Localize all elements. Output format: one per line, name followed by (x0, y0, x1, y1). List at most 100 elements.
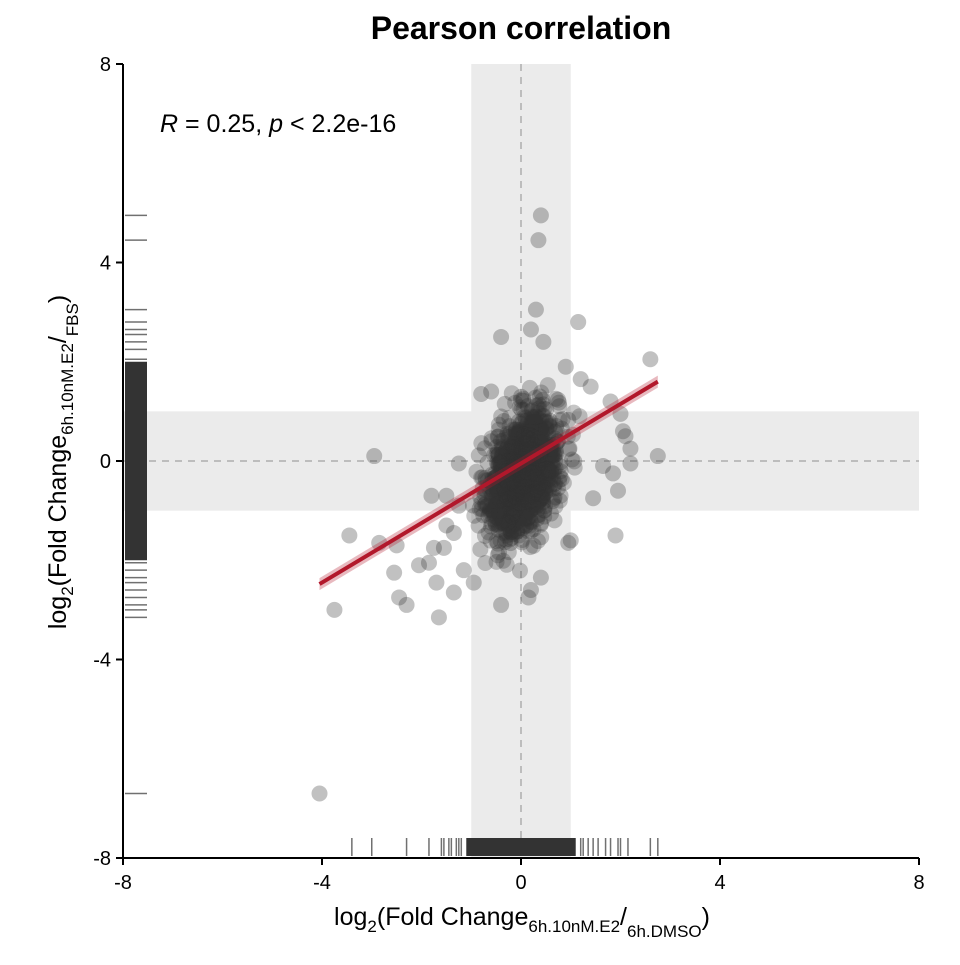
data-point (531, 475, 548, 492)
data-point (519, 434, 536, 451)
data-point (495, 431, 512, 448)
data-point (524, 401, 541, 418)
data-point (503, 474, 520, 491)
data-point (498, 442, 515, 459)
data-point (516, 477, 533, 494)
data-point (533, 455, 550, 472)
data-point (495, 486, 512, 503)
data-point (546, 445, 563, 462)
data-point (533, 423, 550, 440)
data-point (533, 474, 550, 491)
data-point (514, 520, 531, 537)
data-point (480, 507, 497, 524)
data-point (499, 445, 516, 462)
data-point (522, 471, 539, 488)
data-point (547, 475, 564, 492)
data-point (534, 473, 551, 490)
data-point (540, 427, 557, 444)
data-point (534, 425, 551, 442)
data-point (498, 428, 515, 445)
data-point (502, 449, 519, 466)
data-point (516, 511, 533, 528)
data-point (531, 483, 548, 500)
data-point (497, 487, 514, 504)
data-point (535, 396, 552, 413)
data-point (510, 512, 527, 529)
data-point (528, 397, 545, 414)
data-point (543, 465, 560, 482)
data-point (512, 415, 529, 432)
x-axis-title-base: 2 (367, 917, 376, 936)
data-point (508, 448, 525, 465)
data-point (510, 413, 527, 430)
data-point (501, 504, 518, 521)
data-point (508, 426, 525, 443)
data-point (505, 480, 522, 497)
data-point (490, 447, 507, 464)
y-axis-title-log: log (44, 596, 72, 629)
data-point (538, 481, 555, 498)
data-point (505, 437, 522, 454)
data-point (466, 507, 483, 524)
data-point (518, 495, 535, 512)
data-point (542, 470, 559, 487)
data-point (537, 450, 554, 467)
data-point (481, 505, 498, 522)
data-point (497, 495, 514, 512)
data-point (428, 574, 445, 591)
data-point (532, 421, 549, 438)
data-point (500, 429, 517, 446)
data-point (498, 452, 515, 469)
data-point (552, 454, 569, 471)
data-point (524, 414, 541, 431)
data-point (502, 531, 519, 548)
data-point (534, 465, 551, 482)
data-point (511, 481, 528, 498)
data-point (533, 456, 550, 473)
data-point (516, 477, 533, 494)
data-point (489, 517, 506, 534)
data-point (505, 443, 522, 460)
data-point (612, 405, 629, 422)
data-point (499, 515, 516, 532)
data-point (499, 476, 516, 493)
data-point (513, 470, 530, 487)
data-point (498, 503, 515, 520)
data-point (530, 471, 547, 488)
data-point (518, 435, 535, 452)
data-point (530, 404, 547, 421)
data-point (528, 484, 545, 501)
data-point (529, 456, 546, 473)
data-point (491, 500, 508, 517)
data-point (522, 321, 539, 338)
data-point (488, 454, 505, 471)
data-point (501, 479, 518, 496)
data-point (511, 446, 528, 463)
data-point (534, 480, 551, 497)
data-point (520, 472, 537, 489)
data-point (557, 358, 574, 375)
data-point (487, 498, 504, 515)
data-point (537, 498, 554, 515)
data-point (500, 517, 517, 534)
data-point (536, 467, 553, 484)
y-axis-title-close: ) (44, 295, 72, 303)
data-point (521, 431, 538, 448)
data-point (547, 446, 564, 463)
data-point (524, 496, 541, 513)
data-point (470, 447, 487, 464)
data-point (535, 462, 552, 479)
data-point (506, 449, 523, 466)
data-point (473, 469, 490, 486)
data-point (543, 505, 560, 522)
data-point (521, 484, 538, 501)
data-point (503, 438, 520, 455)
data-point (491, 544, 508, 561)
data-point (490, 457, 507, 474)
data-point (530, 456, 547, 473)
data-point (533, 429, 550, 446)
data-point (614, 423, 631, 440)
data-point (518, 492, 535, 509)
data-point (545, 480, 562, 497)
data-point (543, 446, 560, 463)
